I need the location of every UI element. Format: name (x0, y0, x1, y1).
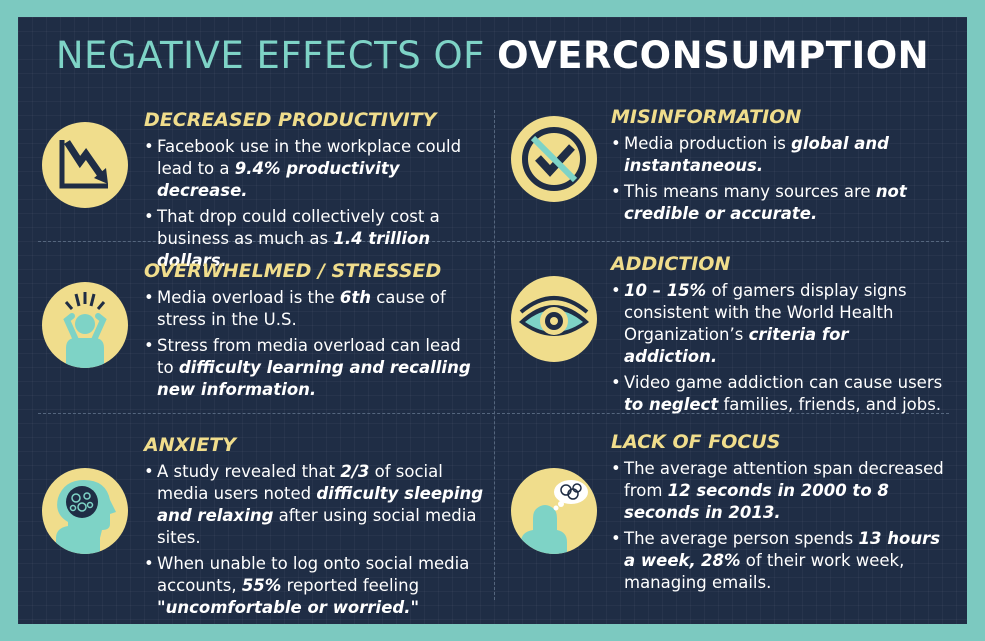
bullet-item: Video game addiction can cause users to … (611, 372, 946, 416)
infographic-title: NEGATIVE EFFECTS OF OVERCONSUMPTION (0, 34, 985, 77)
bullet-text: The average attention span decreased fro… (624, 459, 944, 500)
bullet-text: When unable to log onto social media acc… (157, 554, 470, 595)
bullet-text: Stress from media overload can lead to (157, 336, 461, 377)
bullet-item: When unable to log onto social media acc… (144, 553, 489, 619)
highlight-text: 1.4 trillion dollars. (157, 229, 431, 270)
highlight-text: 13 hours a week, (624, 529, 941, 570)
section-heading-addiction: ADDICTION (611, 253, 731, 275)
bullet-text: after using social media sites. (157, 506, 477, 547)
vertical-divider (494, 110, 495, 600)
bullet-text: This means many sources are (624, 182, 876, 201)
bullet-text: That drop could collectively cost a busi… (157, 207, 440, 248)
bullet-item: The average person spends 13 hours a wee… (611, 528, 946, 594)
highlight-text: difficulty sleeping and relaxing (157, 484, 484, 525)
highlight-text: "uncomfortable or worried." (157, 598, 420, 617)
bullet-text: families, friends, and jobs. (718, 395, 942, 414)
anxious-brain-icon (42, 468, 128, 554)
section-list: The average attention span decreased fro… (611, 458, 946, 598)
section-heading-anxiety: ANXIETY (144, 434, 237, 456)
bullet-item: A study revealed that 2/3 of social medi… (144, 461, 489, 549)
highlight-text: 12 seconds in 2000 to 8 seconds in 2013. (624, 481, 889, 522)
bullet-item: The average attention span decreased fro… (611, 458, 946, 524)
eye-icon (511, 276, 597, 362)
highlight-text: not credible or accurate. (624, 182, 907, 223)
section-list: 10 – 15% of gamers display signs consist… (611, 280, 946, 420)
no-checkmark-icon (511, 116, 597, 202)
bullet-item: Facebook use in the workplace could lead… (144, 136, 484, 202)
bullet-text: Media production is (624, 134, 792, 153)
title-normal: NEGATIVE EFFECTS OF (55, 34, 498, 77)
bullet-text: reported feeling (281, 576, 420, 595)
section-list: Media production is global and instantan… (611, 133, 941, 229)
bullet-item: 10 – 15% of gamers display signs consist… (611, 280, 946, 368)
section-list: Facebook use in the workplace could lead… (144, 136, 484, 276)
bullet-text: Facebook use in the workplace could lead… (157, 137, 462, 178)
bullet-item: This means many sources are not credible… (611, 181, 941, 225)
section-heading-misinformation: MISINFORMATION (611, 106, 802, 128)
section-heading-lack-of-focus: LACK OF FOCUS (611, 431, 781, 453)
bullet-text: of social media users noted (157, 462, 443, 503)
highlight-text: criteria for addiction. (624, 325, 849, 366)
bullet-text: Media overload is the (157, 288, 340, 307)
bullet-text: cause of stress in the U.S. (157, 288, 446, 329)
bullet-item: Media overload is the 6th cause of stres… (144, 287, 474, 331)
highlight-text: 28% (701, 551, 741, 570)
highlight-text: 9.4% productivity decrease. (157, 159, 400, 200)
bullet-text: Video game addiction can cause users (624, 373, 943, 392)
bullet-text: of their work week, managing emails. (624, 551, 905, 592)
bullet-item: Stress from media overload can lead to d… (144, 335, 474, 401)
section-heading-decreased-productivity: DECREASED PRODUCTIVITY (144, 109, 437, 131)
bullet-text: of gamers display signs consistent with … (624, 281, 907, 344)
bullet-text: A study revealed that (157, 462, 341, 481)
highlight-text: 6th (339, 288, 371, 307)
highlight-text: to neglect (624, 395, 719, 414)
bullet-item: Media production is global and instantan… (611, 133, 941, 177)
section-list: A study revealed that 2/3 of social medi… (144, 461, 489, 623)
row-divider-2 (38, 413, 949, 414)
distracted-thought-icon (511, 468, 597, 554)
title-bold: OVERCONSUMPTION (497, 34, 930, 77)
declining-chart-icon (42, 122, 128, 208)
highlight-text: 55% (241, 576, 282, 595)
stressed-person-icon (42, 282, 128, 368)
highlight-text: global and instantaneous. (624, 134, 889, 175)
bullet-text: The average person spends (624, 529, 859, 548)
section-list: Media overload is the 6th cause of stres… (144, 287, 474, 405)
row-divider-1 (38, 241, 949, 242)
highlight-text: 2/3 (340, 462, 370, 481)
bullet-item: That drop could collectively cost a busi… (144, 206, 484, 272)
highlight-text: difficulty learning and recalling new in… (157, 358, 471, 399)
highlight-text: 10 – 15% (624, 281, 707, 300)
section-heading-overwhelmed-stressed: OVERWHELMED / STRESSED (144, 260, 442, 282)
